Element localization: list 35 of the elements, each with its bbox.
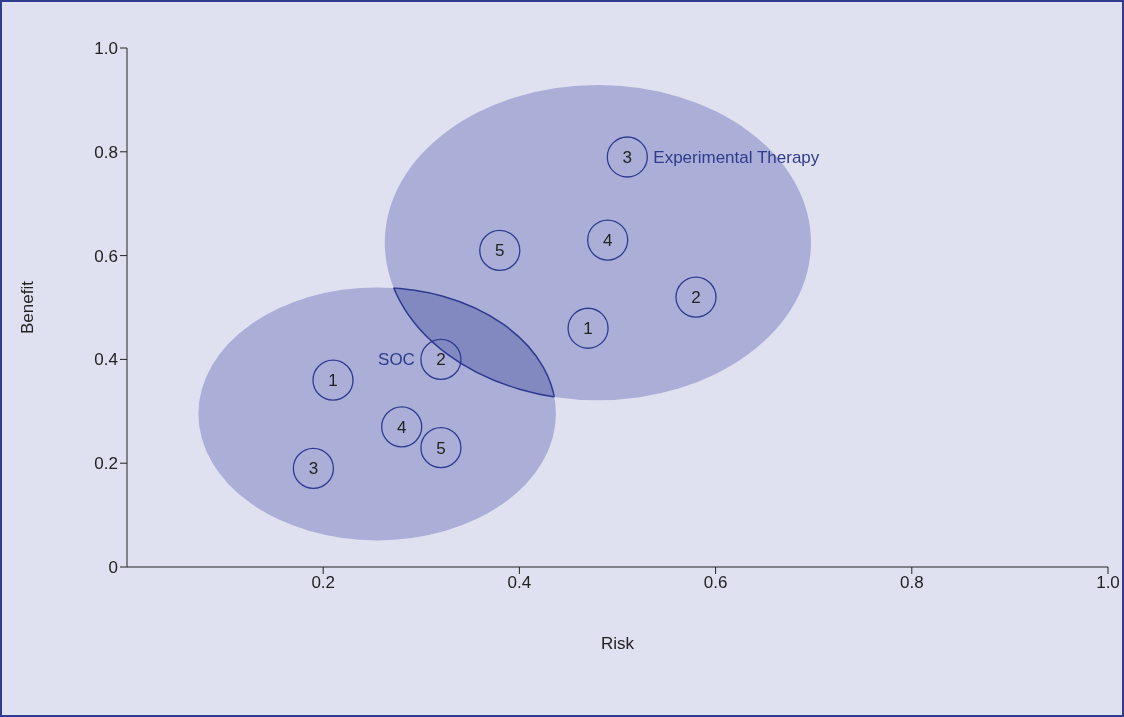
point xyxy=(479,229,521,272)
y-tick-label: 0.6 xyxy=(94,246,118,266)
x-tick-label: 0.4 xyxy=(507,573,532,593)
annotation: 4 xyxy=(602,231,613,251)
point xyxy=(312,359,354,401)
x-tick-label: 0.8 xyxy=(899,573,924,593)
x-tick-label: 0.2 xyxy=(311,573,336,593)
point xyxy=(292,447,335,490)
point xyxy=(606,136,648,178)
point xyxy=(567,307,609,349)
annotation: 5 xyxy=(495,241,505,261)
y-tick-label: 0.2 xyxy=(94,454,118,474)
series-label: Experimental Therapy xyxy=(653,147,820,167)
annotation: 3 xyxy=(308,459,319,479)
annotation: 1 xyxy=(583,319,593,339)
annotation: 2 xyxy=(436,350,446,370)
series-label: SOC xyxy=(378,350,415,370)
y-tick-label: 0.4 xyxy=(94,350,118,370)
point xyxy=(587,219,629,261)
point xyxy=(381,406,423,448)
point xyxy=(675,276,717,318)
annotation: 2 xyxy=(691,288,701,308)
x-tick-label: 0.6 xyxy=(703,573,728,593)
annotation: 5 xyxy=(436,438,446,458)
point xyxy=(420,338,462,381)
y-tick-label: 0.8 xyxy=(94,142,118,162)
y-tick-label: 1.0 xyxy=(94,39,118,59)
x-axis-title: Risk xyxy=(600,634,635,653)
annotation: 1 xyxy=(328,371,338,391)
annotation: 3 xyxy=(622,147,633,167)
y-axis-title: Benefit xyxy=(18,280,38,334)
x-tick-label: 1.0 xyxy=(1096,573,1120,593)
annotation: 4 xyxy=(396,417,407,437)
point xyxy=(420,426,462,469)
y-tick-label: 0 xyxy=(108,558,118,578)
